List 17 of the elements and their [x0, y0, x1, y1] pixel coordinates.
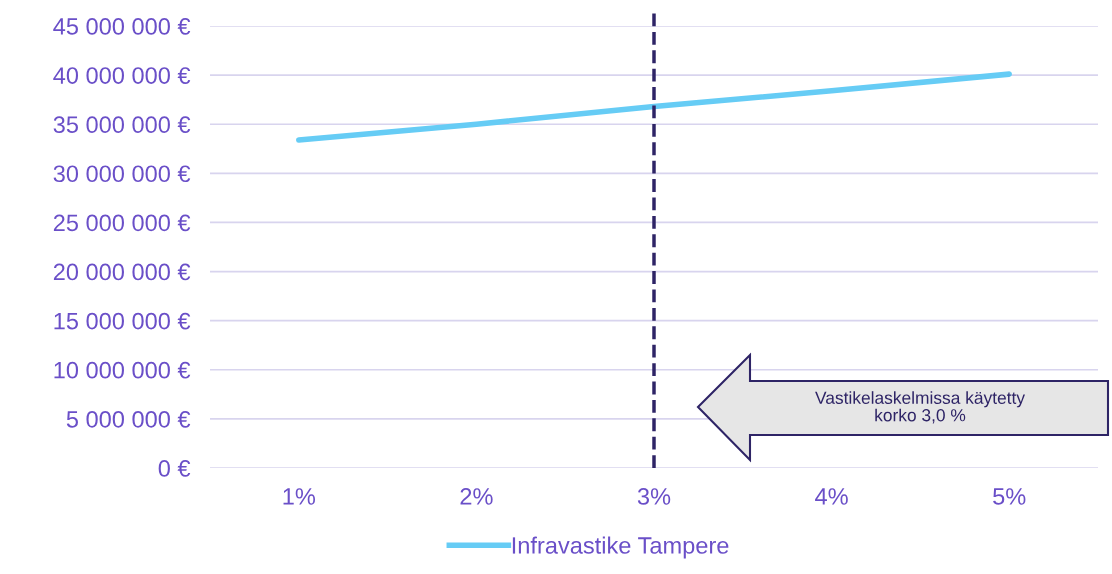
- y-tick-label: 25 000 000 €: [53, 214, 191, 232]
- x-tick-label: 3%: [637, 488, 671, 505]
- x-tick-label: 1%: [283, 488, 316, 505]
- y-tick-label: 40 000 000 €: [53, 67, 191, 84]
- x-tick-label: 4%: [815, 488, 848, 505]
- y-tick-label: 0 €: [158, 460, 191, 477]
- y-tick-label: 15 000 000 €: [54, 312, 191, 330]
- x-tick-label: 2%: [460, 488, 493, 505]
- x-tick-label: 5%: [993, 488, 1026, 505]
- legend-label: Infravastike Tampere: [512, 536, 729, 559]
- y-tick-label: 5 000 000 €: [66, 410, 191, 428]
- y-tick-label: 45 000 000 €: [53, 18, 191, 35]
- y-tick-label: 30 000 000 €: [53, 165, 191, 183]
- y-tick-label: 20 000 000 €: [53, 263, 191, 281]
- annotation: Vastikelaskelmissa käytetty korko 3,0 %: [815, 391, 1025, 424]
- y-tick-label: 35 000 000 €: [53, 116, 191, 134]
- y-tick-label: 10 000 000 €: [54, 361, 191, 379]
